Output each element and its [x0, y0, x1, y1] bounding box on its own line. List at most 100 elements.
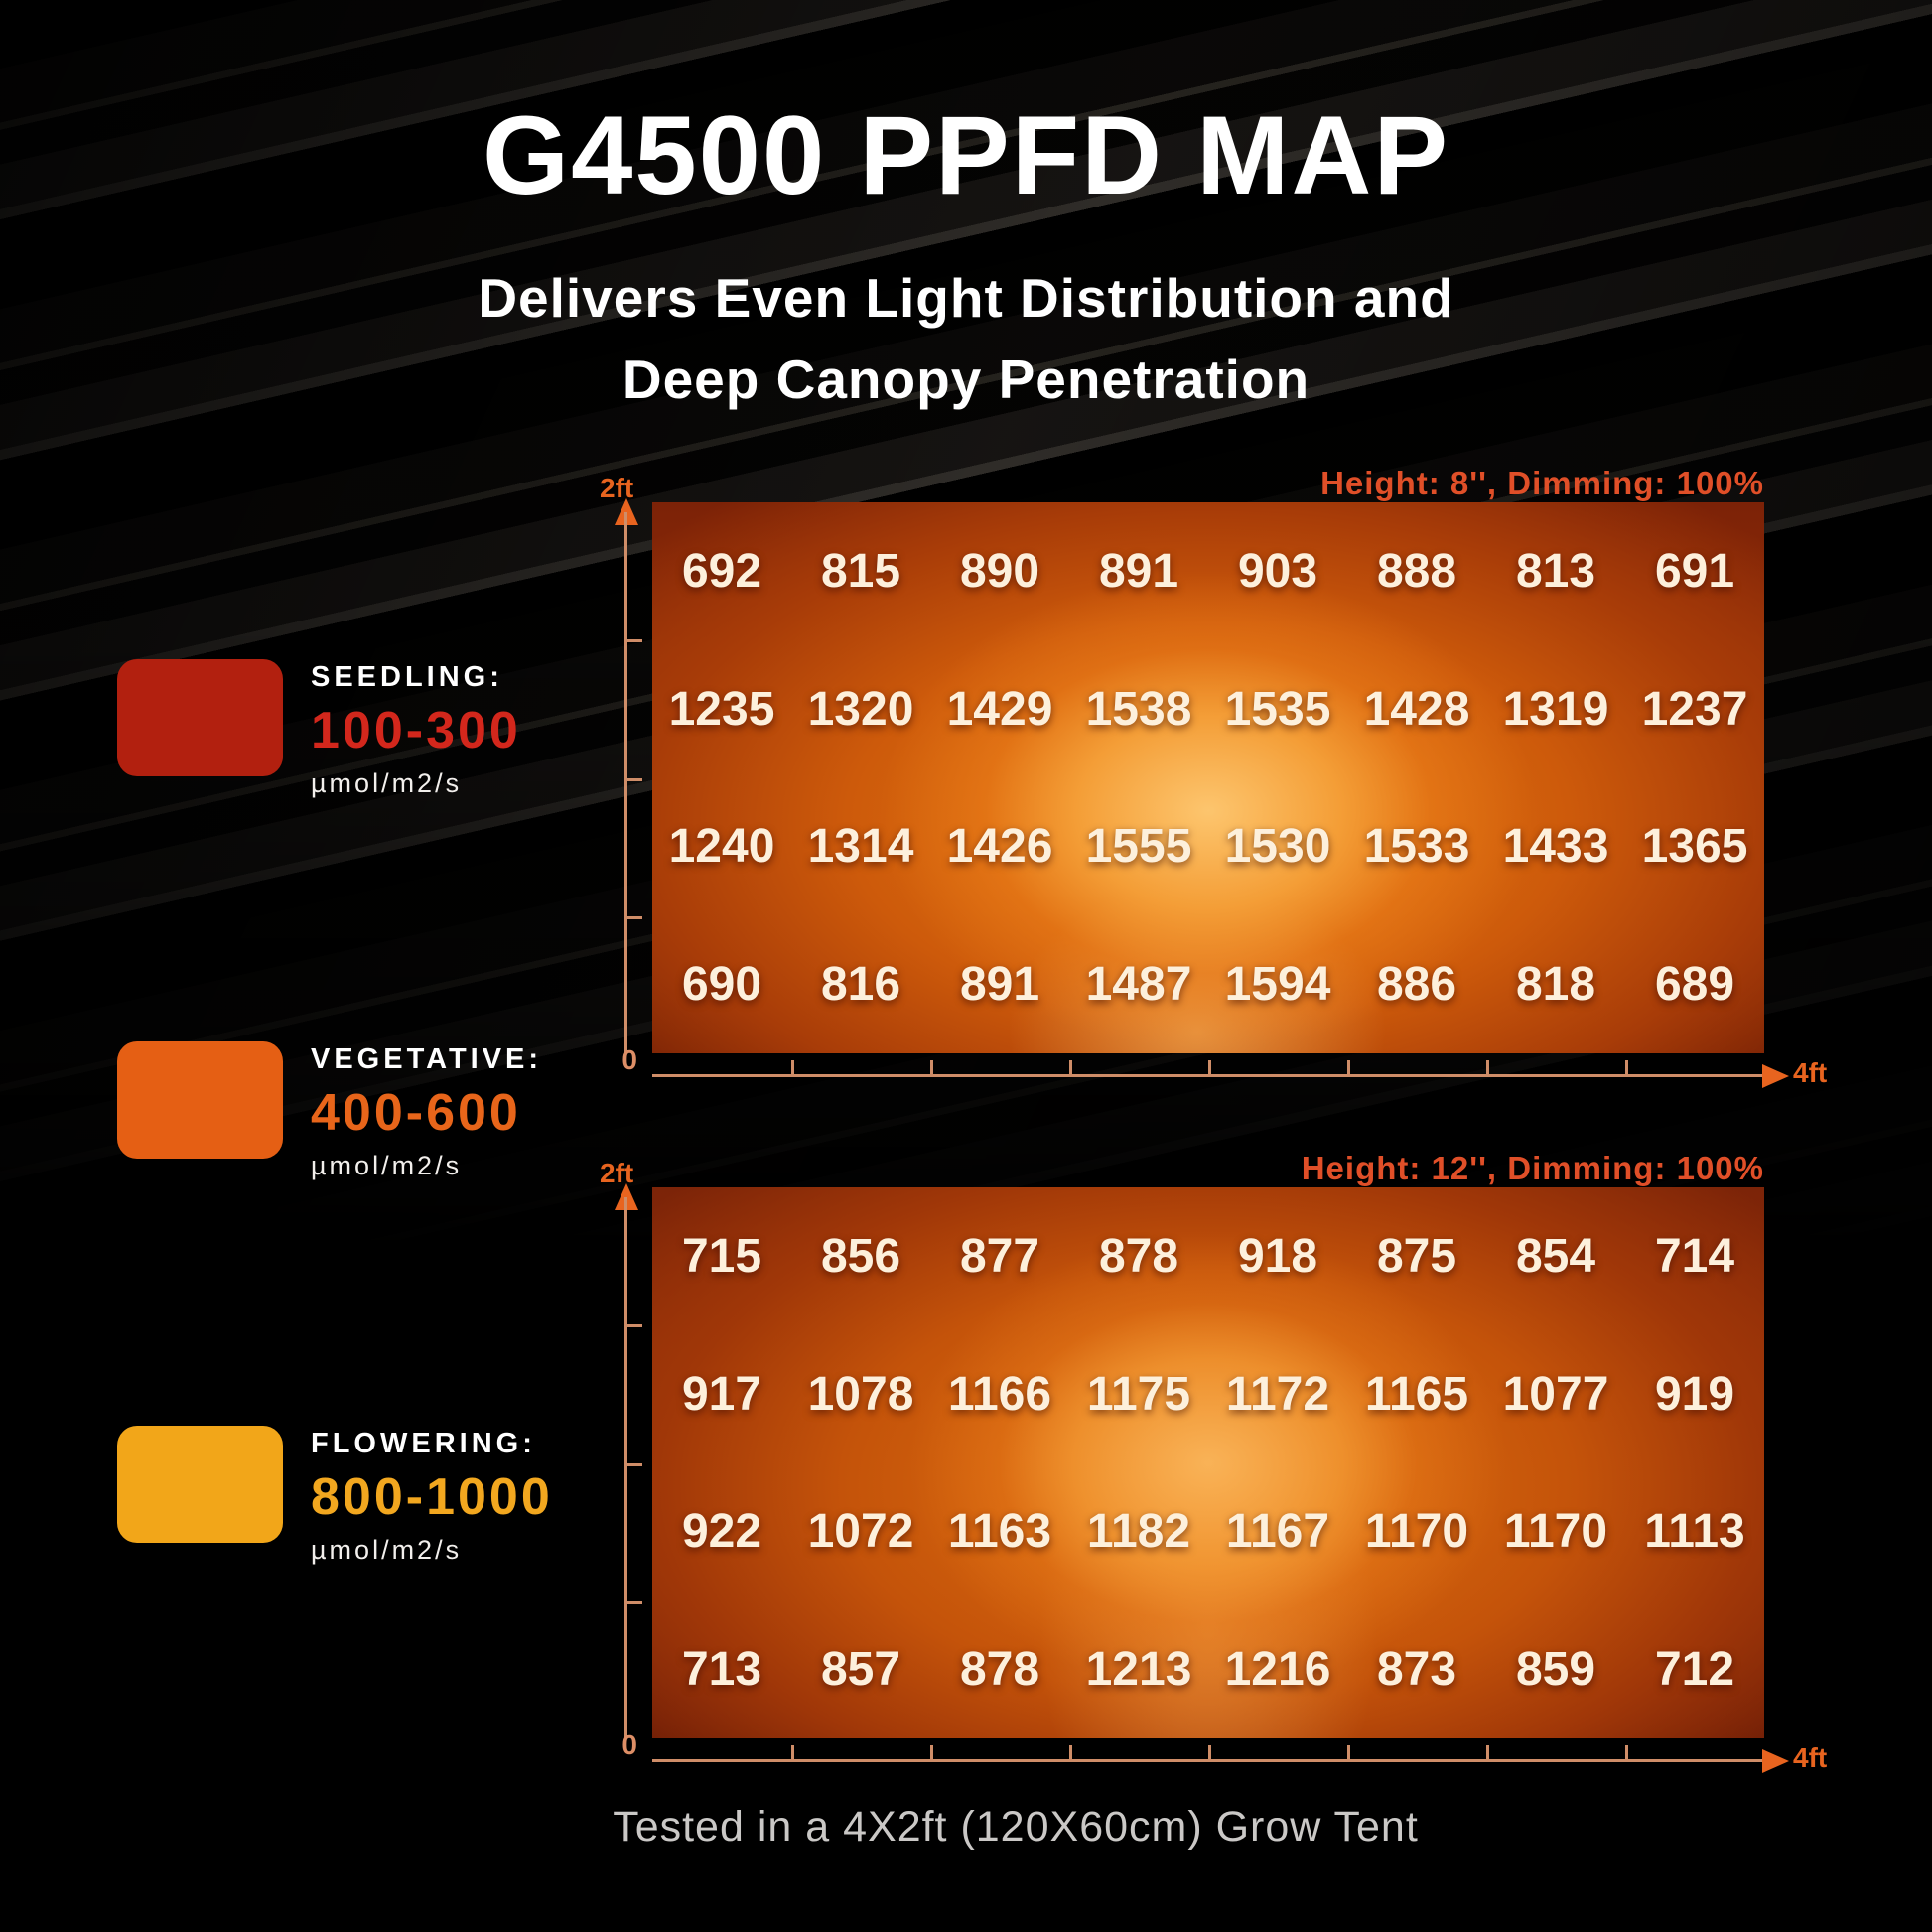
x-axis-tick: [791, 1060, 794, 1074]
x-axis-line: [652, 1759, 1762, 1762]
ppfd-value: 922: [681, 1505, 762, 1559]
ppfd-value: 890: [959, 544, 1040, 598]
legend-swatch-vegetative: [117, 1041, 283, 1159]
x-axis-tick: [1486, 1745, 1489, 1759]
x-axis-max-label-12in: 4ft: [1793, 1742, 1828, 1773]
legend-range-flowering: 800-1000: [311, 1468, 553, 1526]
test-conditions-note: Tested in a 4X2ft (120X60cm) Grow Tent: [613, 1803, 1419, 1851]
condition-label-8in: Height: 8'', Dimming: 100%: [1320, 465, 1764, 501]
x-axis-tick: [1208, 1745, 1211, 1759]
ppfd-value: 1113: [1644, 1505, 1745, 1559]
legend-swatch-flowering: [117, 1426, 283, 1543]
legend-range-seedling: 100-300: [311, 702, 521, 759]
ppfd-value: 891: [1098, 544, 1179, 598]
x-axis-line: [652, 1074, 1762, 1077]
ppfd-value: 1426: [946, 820, 1053, 874]
ppfd-heatmap-8in: 692 815 890 891 903 888 813 691 1235 1320 1429 1538…: [652, 502, 1764, 1053]
ppfd-value: 888: [1376, 544, 1457, 598]
legend-range-vegetative: 400-600: [311, 1084, 521, 1142]
ppfd-chart-8in: Height: 8'', Dimming: 100% 2ft 692 815 890…: [0, 457, 1932, 1132]
ppfd-value: 1072: [807, 1505, 914, 1559]
y-axis-tick: [624, 1601, 642, 1604]
ppfd-value: 813: [1515, 544, 1596, 598]
ppfd-value: 1429: [946, 682, 1053, 736]
ppfd-value: 918: [1237, 1229, 1318, 1283]
ppfd-value: 1170: [1364, 1505, 1469, 1559]
legend-text-seedling: SEEDLING: 100-300 µmol/m2/s: [311, 659, 521, 799]
ppfd-value: 1167: [1225, 1505, 1330, 1559]
ppfd-value: 878: [959, 1643, 1040, 1697]
ppfd-value: 714: [1654, 1229, 1735, 1283]
ppfd-value: 691: [1654, 544, 1735, 598]
ppfd-value: 859: [1515, 1643, 1596, 1697]
legend-swatch-seedling: [117, 659, 283, 776]
y-axis-tick: [624, 1324, 642, 1327]
x-axis-tick: [1347, 1060, 1350, 1074]
x-axis-tick: [930, 1745, 933, 1759]
legend-label-flowering: FLOWERING:: [311, 1428, 536, 1459]
x-axis-tick: [1486, 1060, 1489, 1074]
y-axis-max-label-12in: 2ft: [600, 1158, 634, 1188]
x-axis-tick: [1069, 1745, 1072, 1759]
ppfd-value: 1319: [1502, 682, 1609, 736]
ppfd-value: 857: [820, 1643, 901, 1697]
x-axis-tick: [1625, 1745, 1628, 1759]
origin-label-12in: 0: [621, 1729, 637, 1760]
ppfd-value: 1166: [947, 1367, 1052, 1421]
ppfd-value: 1428: [1363, 682, 1470, 736]
ppfd-value: 1165: [1364, 1367, 1469, 1421]
ppfd-value: 1182: [1086, 1505, 1191, 1559]
ppfd-value: 1078: [807, 1367, 914, 1421]
x-axis-tick: [791, 1745, 794, 1759]
x-axis-tick: [1208, 1060, 1211, 1074]
ppfd-value: 1535: [1224, 682, 1331, 736]
ppfd-value: 1433: [1502, 820, 1609, 874]
ppfd-value: 816: [820, 958, 901, 1012]
ppfd-value: 1175: [1086, 1367, 1191, 1421]
ppfd-value: 712: [1654, 1643, 1735, 1697]
ppfd-value: 891: [959, 958, 1040, 1012]
y-axis-tick: [624, 1463, 642, 1466]
legend-text-vegetative: VEGETATIVE: 400-600 µmol/m2/s: [311, 1041, 542, 1181]
x-axis-tick: [930, 1060, 933, 1074]
condition-label-12in: Height: 12'', Dimming: 100%: [1301, 1150, 1764, 1186]
ppfd-value: 1213: [1085, 1643, 1192, 1697]
ppfd-chart-12in: Height: 12'', Dimming: 100% 2ft 715 856 87…: [0, 1142, 1932, 1817]
ppfd-value: 1237: [1641, 682, 1748, 736]
legend-item-seedling: SEEDLING: 100-300 µmol/m2/s: [117, 659, 521, 799]
ppfd-value: 1170: [1503, 1505, 1608, 1559]
ppfd-value: 1235: [668, 682, 775, 736]
legend-label-seedling: SEEDLING:: [311, 661, 503, 693]
ppfd-value: 1320: [807, 682, 914, 736]
ppfd-value: 1240: [668, 820, 775, 874]
ppfd-value: 877: [959, 1229, 1040, 1283]
ppfd-value: 818: [1515, 958, 1596, 1012]
legend-item-vegetative: VEGETATIVE: 400-600 µmol/m2/s: [117, 1041, 542, 1181]
ppfd-value: 875: [1376, 1229, 1457, 1283]
ppfd-value: 886: [1376, 958, 1457, 1012]
ppfd-value: 690: [681, 958, 762, 1012]
ppfd-value: 1163: [947, 1505, 1052, 1559]
ppfd-value: 903: [1237, 544, 1318, 598]
ppfd-value: 1487: [1085, 958, 1192, 1012]
ppfd-value: 917: [681, 1367, 762, 1421]
x-axis-tick: [1625, 1060, 1628, 1074]
y-axis-tick: [624, 916, 642, 919]
y-axis-max-label-8in: 2ft: [600, 473, 634, 503]
ppfd-value: 856: [820, 1229, 901, 1283]
x-axis-tick: [1347, 1745, 1350, 1759]
legend-text-flowering: FLOWERING: 800-1000 µmol/m2/s: [311, 1426, 553, 1566]
x-axis-arrow-icon: [1762, 1749, 1789, 1773]
ppfd-value: 713: [681, 1643, 762, 1697]
ppfd-value: 715: [681, 1229, 762, 1283]
legend-unit-seedling: µmol/m2/s: [311, 768, 463, 798]
ppfd-value: 1594: [1224, 958, 1331, 1012]
y-axis-tick: [624, 639, 642, 642]
legend-unit-flowering: µmol/m2/s: [311, 1535, 463, 1565]
ppfd-value: 919: [1654, 1367, 1735, 1421]
y-axis-line: [624, 512, 627, 1053]
ppfd-value: 1555: [1085, 820, 1192, 874]
ppfd-grid-12in: 715 856 877 878 918 875 854 714 917 1078 1166 1175 1…: [652, 1187, 1764, 1738]
ppfd-value: 854: [1515, 1229, 1596, 1283]
